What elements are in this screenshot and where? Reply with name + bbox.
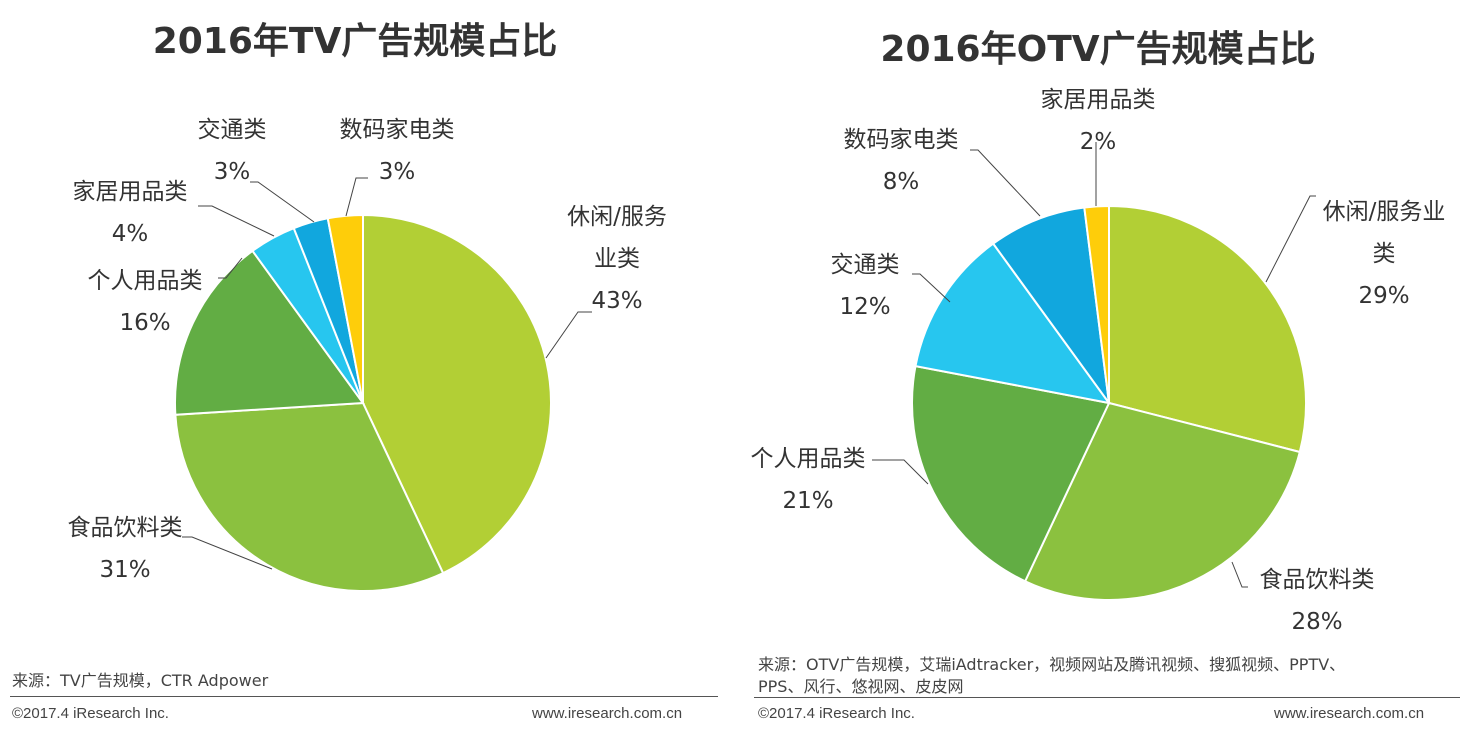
otv-label-1-0: 食品饮料类 bbox=[1260, 567, 1375, 593]
otv-label-4-0: 数码家电类 bbox=[844, 127, 959, 153]
otv-label-0-1: 类 bbox=[1373, 241, 1396, 267]
tv-leader-3 bbox=[198, 205, 275, 237]
tv-pct-0: 43% bbox=[591, 288, 642, 314]
tv-leader-4 bbox=[250, 181, 315, 223]
otv-copyright: ©2017.4 iResearch Inc. bbox=[758, 705, 915, 722]
tv-pct-5: 3% bbox=[379, 159, 416, 185]
otv-divider bbox=[754, 697, 1460, 698]
otv-source-note-line1: 来源：OTV广告规模，艾瑞iAdtracker，视频网站及腾讯视频、搜狐视频、P… bbox=[758, 655, 1346, 674]
otv-pct-0: 29% bbox=[1358, 283, 1409, 309]
tv-label-2-0: 个人用品类 bbox=[88, 268, 203, 294]
otv-pct-5: 2% bbox=[1080, 129, 1117, 155]
otv-pct-3: 12% bbox=[839, 294, 890, 320]
tv-label-1-0: 食品饮料类 bbox=[68, 515, 183, 541]
otv-website: www.iresearch.com.cn bbox=[1274, 705, 1425, 722]
tv-label-4-0: 交通类 bbox=[198, 117, 267, 143]
otv-slice-3 bbox=[914, 242, 1112, 405]
tv-copyright: ©2017.4 iResearch Inc. bbox=[12, 705, 169, 722]
otv-leader-0 bbox=[1265, 195, 1316, 283]
otv-label-0-0: 休闲/服务业 bbox=[1323, 199, 1446, 225]
otv-slice-0 bbox=[1108, 204, 1307, 454]
otv-leader-2 bbox=[872, 459, 929, 485]
tv-label-5-0: 数码家电类 bbox=[340, 117, 455, 143]
otv-chart-title: 2016年OTV广告规模占比 bbox=[880, 29, 1316, 70]
tv-pct-3: 4% bbox=[112, 221, 149, 247]
otv-slice-4 bbox=[991, 206, 1110, 404]
tv-slice-5 bbox=[326, 213, 364, 404]
tv-leader-0 bbox=[545, 311, 592, 359]
otv-source-note-line2: PPS、风行、悠视网、皮皮网 bbox=[758, 677, 964, 696]
tv-leader-5 bbox=[345, 177, 368, 217]
tv-label-0-1: 业类 bbox=[594, 246, 640, 272]
otv-leader-3 bbox=[912, 273, 951, 303]
otv-label-5-0: 家居用品类 bbox=[1041, 87, 1156, 113]
tv-label-0-0: 休闲/服务 bbox=[567, 204, 667, 230]
otv-leader-4 bbox=[970, 149, 1041, 217]
otv-label-3-0: 交通类 bbox=[831, 252, 900, 278]
tv-label-3-0: 家居用品类 bbox=[73, 179, 188, 205]
tv-source-note: 来源：TV广告规模，CTR Adpower bbox=[12, 671, 269, 690]
tv-slice-1 bbox=[174, 401, 445, 592]
tv-pct-1: 31% bbox=[99, 557, 150, 583]
tv-leader-2 bbox=[218, 257, 243, 279]
tv-slice-0 bbox=[362, 213, 552, 575]
tv-website: www.iresearch.com.cn bbox=[532, 705, 683, 722]
tv-leader-1 bbox=[182, 536, 273, 570]
otv-label-2-0: 个人用品类 bbox=[751, 446, 866, 472]
tv-chart-panel: 2016年TV广告规模占比 休闲/服务业类 43% 食品饮料类 31% 个人用品类 16%… bbox=[0, 0, 730, 737]
otv-chart-panel: 2016年OTV广告规模占比 休闲/服务业类 29% 食品饮料类 28% 个人用品类 21… bbox=[740, 0, 1472, 737]
otv-pct-1: 28% bbox=[1291, 609, 1342, 635]
tv-chart-title: 2016年TV广告规模占比 bbox=[152, 21, 558, 62]
otv-pct-4: 8% bbox=[883, 169, 920, 195]
otv-slice-2 bbox=[911, 364, 1111, 583]
tv-pct-4: 3% bbox=[214, 159, 251, 185]
tv-pct-2: 16% bbox=[119, 310, 170, 336]
otv-slice-5 bbox=[1083, 204, 1110, 404]
otv-leader-1 bbox=[1231, 561, 1248, 588]
tv-divider bbox=[10, 696, 718, 697]
otv-slice-1 bbox=[1023, 401, 1302, 601]
otv-pct-2: 21% bbox=[782, 488, 833, 514]
